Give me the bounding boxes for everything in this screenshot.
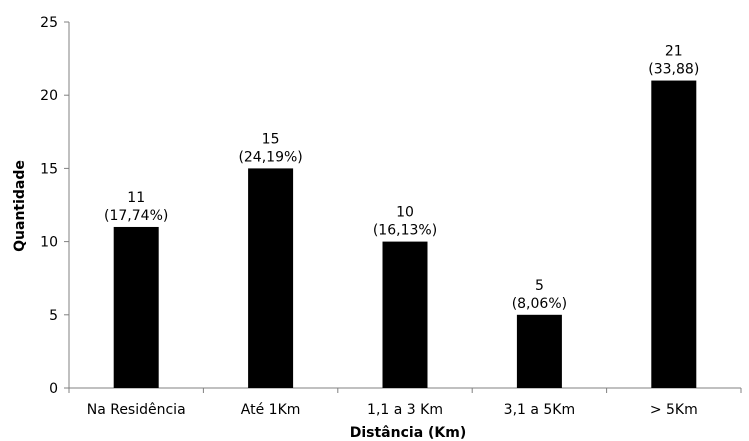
- x-axis: Na Residência Até 1Km 1,1 a 3 Km 3,1 a 5Km >…: [68, 387, 742, 418]
- y-tick-label: 25: [40, 15, 58, 31]
- y-tick-label: 20: [40, 88, 58, 104]
- data-label-value: 15: [262, 131, 280, 147]
- x-tick-label: > 5Km: [650, 402, 698, 418]
- data-labels: 11 (17,74%) 15 (24,19%) 10 (16,13%) 5 (8,06%) 21…: [104, 44, 699, 312]
- y-axis-title: Quantidade: [12, 160, 28, 252]
- data-label-percent: (17,74%): [104, 208, 168, 224]
- x-tick-label: Na Residência: [87, 402, 186, 418]
- x-axis-title: Distância (Km): [350, 425, 467, 441]
- y-tick-label: 5: [49, 308, 58, 324]
- data-label-value: 11: [127, 190, 145, 206]
- y-axis: 0 5 10 15 20 25: [40, 15, 70, 397]
- data-label-value: 21: [665, 44, 683, 60]
- data-label-value: 5: [535, 278, 544, 294]
- y-tick-label: 0: [49, 381, 58, 397]
- x-tick-label: Até 1Km: [241, 402, 301, 418]
- bars: [113, 80, 697, 388]
- bar: [248, 168, 294, 388]
- y-tick-label: 15: [40, 161, 58, 177]
- y-tick-label: 10: [40, 235, 58, 251]
- data-label-percent: (8,06%): [512, 296, 567, 312]
- x-tick-label: 1,1 a 3 Km: [367, 402, 443, 418]
- bar: [516, 314, 562, 388]
- bar: [113, 226, 159, 388]
- data-label-percent: (33,88): [648, 62, 699, 78]
- x-tick-label: 3,1 a 5Km: [504, 402, 575, 418]
- bar: [651, 80, 697, 388]
- data-label-percent: (24,19%): [238, 149, 302, 165]
- bar: [382, 241, 428, 388]
- data-label-percent: (16,13%): [373, 223, 437, 239]
- data-label-value: 10: [396, 205, 414, 221]
